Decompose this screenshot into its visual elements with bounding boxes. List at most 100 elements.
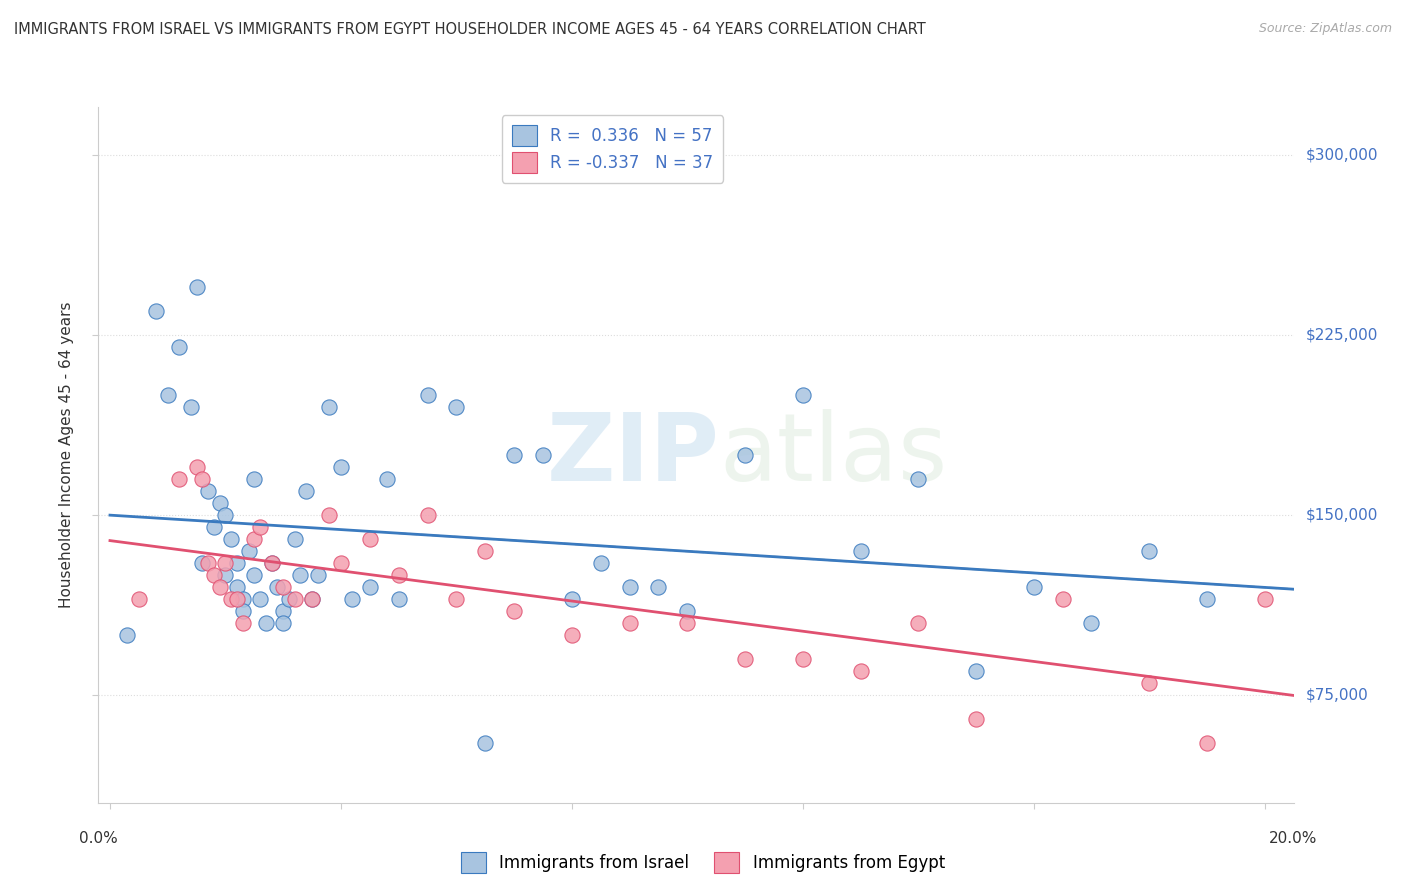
Point xyxy=(375,472,398,486)
Point xyxy=(1137,676,1160,690)
Text: 20.0%: 20.0% xyxy=(1270,830,1317,846)
Point xyxy=(318,508,340,522)
Point xyxy=(243,532,266,546)
Point xyxy=(271,615,294,630)
Point xyxy=(226,591,249,606)
Text: $225,000: $225,000 xyxy=(1305,327,1378,343)
Point xyxy=(266,580,288,594)
Point xyxy=(249,520,271,534)
Point xyxy=(849,664,872,678)
Point xyxy=(208,496,231,510)
Text: atlas: atlas xyxy=(720,409,948,501)
Text: $300,000: $300,000 xyxy=(1305,147,1378,162)
Point xyxy=(226,580,249,594)
Point xyxy=(446,400,468,414)
Point xyxy=(1137,544,1160,558)
Point xyxy=(214,567,236,582)
Point xyxy=(202,520,225,534)
Point xyxy=(676,604,699,618)
Text: $75,000: $75,000 xyxy=(1305,688,1368,702)
Point xyxy=(197,483,219,498)
Point xyxy=(260,556,283,570)
Point xyxy=(329,556,352,570)
Point xyxy=(208,580,231,594)
Point xyxy=(219,532,242,546)
Point xyxy=(271,604,294,618)
Point xyxy=(561,628,583,642)
Point xyxy=(191,556,214,570)
Legend: R =  0.336   N = 57, R = -0.337   N = 37: R = 0.336 N = 57, R = -0.337 N = 37 xyxy=(502,115,723,183)
Point xyxy=(792,388,814,402)
Point xyxy=(416,388,439,402)
Point xyxy=(1195,736,1218,750)
Point xyxy=(232,591,254,606)
Point xyxy=(191,472,214,486)
Point xyxy=(278,591,301,606)
Point xyxy=(474,736,496,750)
Point xyxy=(1253,591,1275,606)
Point xyxy=(167,472,190,486)
Point xyxy=(219,591,242,606)
Point xyxy=(232,615,254,630)
Point xyxy=(214,508,236,522)
Point xyxy=(416,508,439,522)
Point xyxy=(849,544,872,558)
Point xyxy=(254,615,277,630)
Point xyxy=(965,664,987,678)
Point xyxy=(792,652,814,666)
Point xyxy=(186,280,208,294)
Text: ZIP: ZIP xyxy=(547,409,720,501)
Point xyxy=(290,567,312,582)
Point xyxy=(329,459,352,474)
Point xyxy=(156,388,179,402)
Point xyxy=(238,544,260,558)
Point xyxy=(167,340,190,354)
Point xyxy=(295,483,318,498)
Point xyxy=(284,532,307,546)
Point xyxy=(965,712,987,726)
Point xyxy=(301,591,323,606)
Point xyxy=(474,544,496,558)
Point xyxy=(619,580,641,594)
Point xyxy=(359,580,381,594)
Point xyxy=(1052,591,1074,606)
Point xyxy=(561,591,583,606)
Point xyxy=(197,556,219,570)
Point xyxy=(734,652,756,666)
Point xyxy=(243,567,266,582)
Point xyxy=(249,591,271,606)
Point xyxy=(318,400,340,414)
Point xyxy=(388,567,411,582)
Point xyxy=(446,591,468,606)
Point xyxy=(1080,615,1102,630)
Point xyxy=(531,448,554,462)
Point xyxy=(307,567,329,582)
Point xyxy=(503,604,526,618)
Text: IMMIGRANTS FROM ISRAEL VS IMMIGRANTS FROM EGYPT HOUSEHOLDER INCOME AGES 45 - 64 : IMMIGRANTS FROM ISRAEL VS IMMIGRANTS FRO… xyxy=(14,22,925,37)
Point xyxy=(202,567,225,582)
Point xyxy=(226,556,249,570)
Legend: Immigrants from Israel, Immigrants from Egypt: Immigrants from Israel, Immigrants from … xyxy=(454,846,952,880)
Point xyxy=(145,304,167,318)
Point xyxy=(388,591,411,606)
Point xyxy=(1195,591,1218,606)
Point xyxy=(734,448,756,462)
Point xyxy=(907,615,929,630)
Point xyxy=(180,400,202,414)
Point xyxy=(301,591,323,606)
Point xyxy=(260,556,283,570)
Point xyxy=(117,628,139,642)
Point xyxy=(186,459,208,474)
Point xyxy=(359,532,381,546)
Point xyxy=(647,580,669,594)
Point xyxy=(284,591,307,606)
Point xyxy=(214,556,236,570)
Point xyxy=(243,472,266,486)
Y-axis label: Householder Income Ages 45 - 64 years: Householder Income Ages 45 - 64 years xyxy=(59,301,75,608)
Point xyxy=(676,615,699,630)
Point xyxy=(907,472,929,486)
Text: 0.0%: 0.0% xyxy=(79,830,118,846)
Point xyxy=(271,580,294,594)
Text: Source: ZipAtlas.com: Source: ZipAtlas.com xyxy=(1258,22,1392,36)
Point xyxy=(503,448,526,462)
